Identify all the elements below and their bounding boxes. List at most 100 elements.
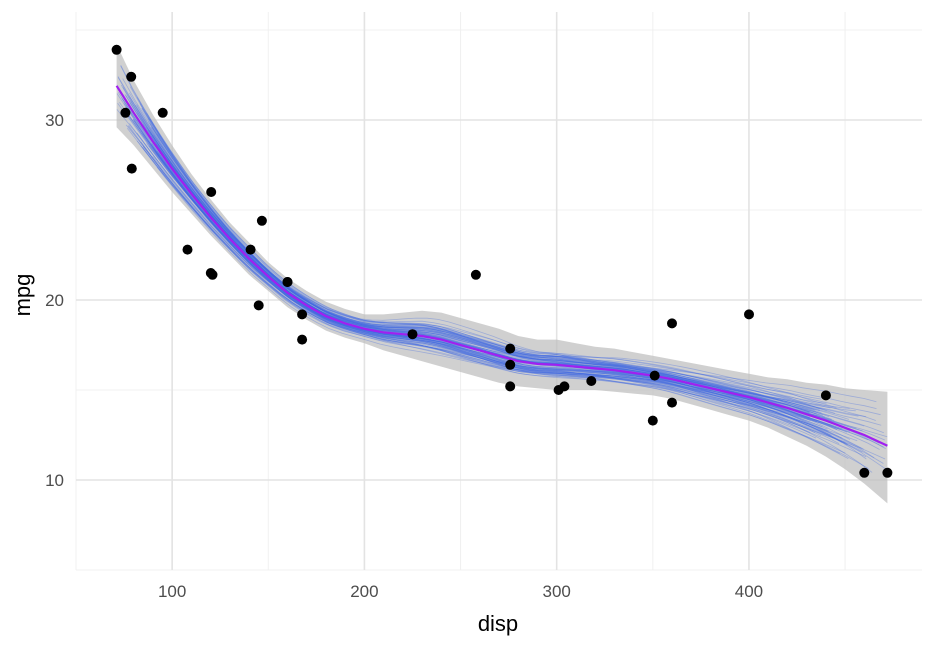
bootstrap-curve <box>140 145 811 421</box>
x-axis-title: disp <box>478 611 518 636</box>
bootstrap-curve <box>148 145 840 454</box>
data-point <box>859 467 870 478</box>
bootstrap-curve <box>128 125 848 446</box>
bootstrap-curve <box>120 65 830 418</box>
bootstrap-curve <box>117 77 820 417</box>
bootstrap-curve <box>129 123 829 432</box>
bootstrap-curve <box>136 140 858 442</box>
bootstrap-curve <box>142 124 827 404</box>
bootstrap-curve <box>142 145 840 430</box>
data-point <box>744 309 754 320</box>
y-tick-labels: 10 20 30 <box>45 111 64 490</box>
data-point <box>245 244 256 255</box>
bootstrap-curves <box>116 65 888 473</box>
bootstrap-curve <box>152 156 848 445</box>
bootstrap-curve <box>140 121 875 459</box>
data-point <box>407 329 418 340</box>
bootstrap-curve <box>132 119 843 430</box>
data-point <box>586 376 597 386</box>
bootstrap-curve <box>136 104 846 443</box>
x-tick-labels: 100 200 300 400 <box>158 582 763 601</box>
bootstrap-curve <box>151 135 851 440</box>
y-tick-label: 20 <box>45 291 64 310</box>
bootstrap-curve <box>121 97 842 431</box>
x-tick-label: 400 <box>735 582 763 601</box>
bootstrap-curve <box>135 105 886 470</box>
bootstrap-curve <box>155 143 884 434</box>
data-point <box>282 277 293 287</box>
data-point <box>297 334 308 345</box>
bootstrap-curve <box>139 103 836 414</box>
bootstrap-curve <box>150 126 812 416</box>
data-point <box>253 300 264 311</box>
bootstrap-curve <box>120 65 832 420</box>
data-point <box>297 309 308 320</box>
smooth-curve <box>115 85 888 447</box>
confidence-band <box>116 44 888 504</box>
bootstrap-curve <box>126 111 884 464</box>
bootstrap-curve <box>149 132 880 450</box>
data-point <box>647 415 658 426</box>
data-point <box>649 370 660 381</box>
data-point <box>559 381 570 392</box>
bootstrap-curve <box>149 123 811 414</box>
major-gridlines <box>76 12 922 570</box>
data-points <box>111 44 893 478</box>
data-point <box>505 381 516 392</box>
bootstrap-curve <box>129 96 822 437</box>
bootstrap-curve <box>153 148 873 473</box>
bootstrap-curve <box>125 106 843 443</box>
bootstrap-curve <box>141 108 822 400</box>
x-tick-label: 200 <box>350 582 378 601</box>
bootstrap-curve <box>125 95 832 420</box>
bootstrap-curve <box>156 150 832 426</box>
bootstrap-curve <box>146 126 840 444</box>
data-point <box>882 467 893 478</box>
bootstrap-curve <box>134 115 828 430</box>
data-point <box>505 343 516 354</box>
bootstrap-curve <box>142 132 843 439</box>
bootstrap-curve <box>122 98 837 409</box>
data-point <box>120 107 131 118</box>
bootstrap-curve <box>124 94 823 420</box>
data-point <box>505 359 516 370</box>
bootstrap-curve <box>156 166 885 441</box>
bootstrap-curve <box>156 133 823 410</box>
bootstrap-curve <box>153 134 880 444</box>
bootstrap-curve <box>117 76 881 416</box>
data-point <box>111 44 122 55</box>
bootstrap-curve <box>120 84 811 433</box>
data-point <box>470 269 481 280</box>
bootstrap-curve <box>123 97 835 421</box>
bootstrap-curve <box>157 144 816 434</box>
data-point <box>206 187 217 197</box>
bootstrap-curve <box>136 132 846 454</box>
bootstrap-curve <box>151 143 817 439</box>
data-point <box>182 244 193 255</box>
minor-gridlines <box>75 12 922 571</box>
y-tick-label: 30 <box>45 111 64 130</box>
y-axis-title: mpg <box>10 274 35 317</box>
x-tick-label: 100 <box>158 582 186 601</box>
bootstrap-curve <box>116 93 863 453</box>
x-tick-label: 300 <box>542 582 570 601</box>
smooth-fit-line <box>115 85 888 447</box>
bootstrap-curve <box>126 112 869 441</box>
bootstrap-curve <box>147 121 850 420</box>
data-point <box>207 269 218 280</box>
data-point <box>667 397 677 408</box>
bootstrap-curve <box>151 127 831 409</box>
data-point <box>256 215 267 226</box>
bootstrap-curve <box>116 109 867 458</box>
bootstrap-curve <box>146 112 820 410</box>
data-point <box>126 71 137 82</box>
bootstrap-curve <box>129 86 827 412</box>
bootstrap-curve <box>129 102 821 412</box>
data-point <box>667 318 677 329</box>
y-tick-label: 10 <box>45 471 64 490</box>
confidence-band-area <box>116 44 888 504</box>
data-point <box>820 390 831 401</box>
data-point <box>126 163 137 174</box>
